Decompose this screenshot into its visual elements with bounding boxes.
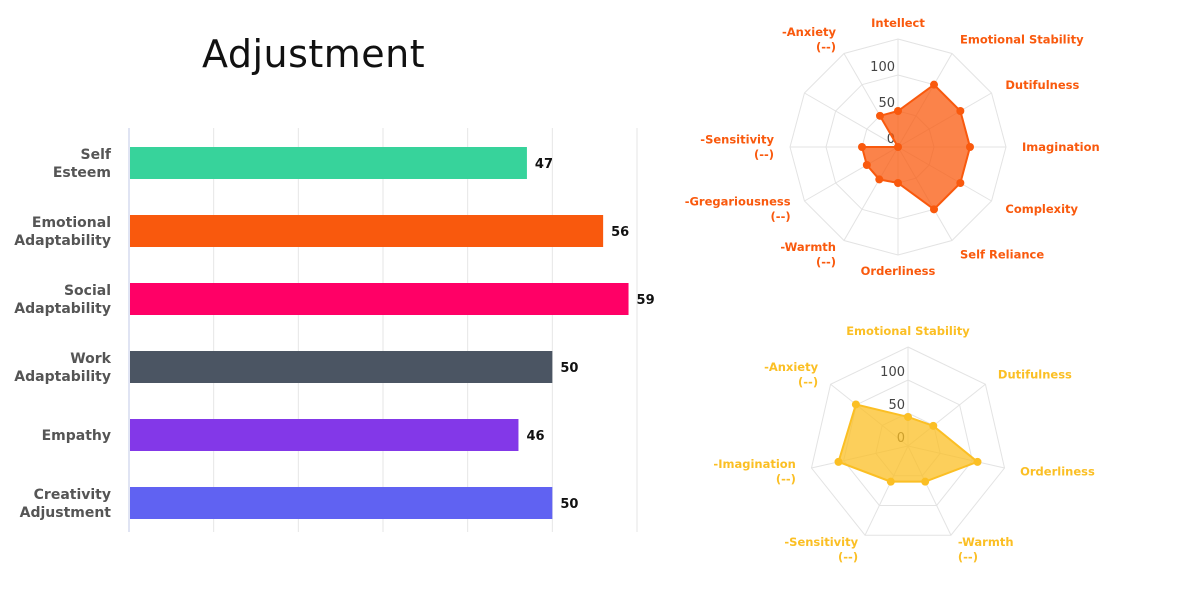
radar-axis-label: Intellect: [871, 16, 925, 30]
radar-grid-ring: [810, 346, 1006, 536]
radar-point: [851, 400, 860, 409]
radar-axis-label: (--): [816, 255, 836, 269]
bar: [130, 215, 604, 247]
radar-point: [956, 179, 965, 187]
radar-axis-label: -Sensitivity: [700, 133, 774, 147]
category-label: Adaptability: [14, 233, 111, 249]
category-label: Social: [64, 283, 111, 299]
radar-point: [966, 143, 974, 151]
radar-point: [834, 457, 843, 466]
radar-tick-label: 0: [887, 132, 895, 147]
chart-title: Adjustment: [202, 32, 426, 76]
category-label: Creativity: [34, 487, 111, 503]
bar: [130, 419, 519, 451]
radar-axis-label: Dutifulness: [1005, 78, 1079, 92]
radar-axis-label: -Anxiety: [782, 25, 837, 39]
radar-point: [930, 205, 938, 214]
category-label: Emotional: [32, 215, 111, 231]
radar-point: [921, 477, 930, 486]
data-label: 46: [526, 429, 544, 444]
category-label: Adaptability: [14, 301, 111, 317]
radar-point: [875, 175, 884, 184]
radar-axis-label: (--): [958, 550, 978, 564]
radar-point: [858, 143, 866, 151]
radar-axis-label: Complexity: [1005, 202, 1078, 216]
radar-axis-label: Orderliness: [861, 264, 936, 278]
radar-tick-label: 50: [878, 96, 895, 111]
radar-point: [894, 107, 902, 115]
radar-point: [894, 143, 902, 151]
bar: [130, 283, 629, 315]
radar-axis-label: (--): [838, 550, 858, 564]
category-label: Adaptability: [14, 369, 111, 385]
radar-tick-label: 100: [880, 365, 905, 380]
radar-point: [973, 457, 982, 466]
data-label: 50: [560, 497, 578, 512]
radar-tick-label: 50: [888, 398, 905, 413]
radar-axis-label: -Warmth: [958, 535, 1014, 549]
bar: [130, 147, 527, 179]
radar-point: [930, 80, 938, 89]
radar-axis-label: Emotional Stability: [846, 324, 970, 338]
radar-axis-label: (--): [754, 148, 774, 162]
radar-point: [894, 179, 902, 187]
data-label: 56: [611, 225, 629, 240]
radar-axis-label: -Warmth: [780, 240, 836, 254]
category-label: Esteem: [53, 165, 111, 181]
category-label: Work: [70, 351, 111, 367]
radar-axis-label: Dutifulness: [998, 367, 1072, 381]
radar-point: [886, 477, 895, 486]
radar-axis-label: -Sensitivity: [784, 535, 858, 549]
radar-axis-label: Self Reliance: [960, 247, 1044, 261]
radar-area: [837, 403, 980, 483]
radar-axis-label: Orderliness: [1020, 465, 1095, 479]
radar-axis-label: -Anxiety: [764, 360, 819, 374]
data-label: 47: [535, 157, 553, 172]
radar-axis-label: Emotional Stability: [960, 33, 1084, 47]
radar-spoke: [804, 92, 899, 148]
radar-point: [956, 107, 965, 115]
data-label: 50: [560, 361, 578, 376]
radar-point: [904, 412, 912, 421]
radar-axis-label: (--): [776, 472, 796, 486]
radar-point: [876, 111, 884, 120]
category-label: Empathy: [42, 428, 111, 444]
data-label: 59: [637, 293, 655, 308]
bar: [130, 487, 553, 519]
radar-axis-label: -Imagination: [713, 457, 795, 471]
radar-tick-label: 100: [870, 60, 895, 75]
radar-axis-label: Imagination: [1022, 140, 1100, 154]
category-label: Adjustment: [20, 505, 112, 521]
radar-axis-label: (--): [816, 40, 836, 54]
bar: [130, 351, 553, 383]
radar-point: [862, 161, 871, 169]
radar-axis-label: (--): [771, 210, 791, 224]
category-label: Self: [81, 147, 112, 163]
radar-axis-label: -Gregariousness: [685, 195, 791, 209]
radar-point: [929, 421, 938, 430]
radar-axis-label: (--): [798, 375, 818, 389]
